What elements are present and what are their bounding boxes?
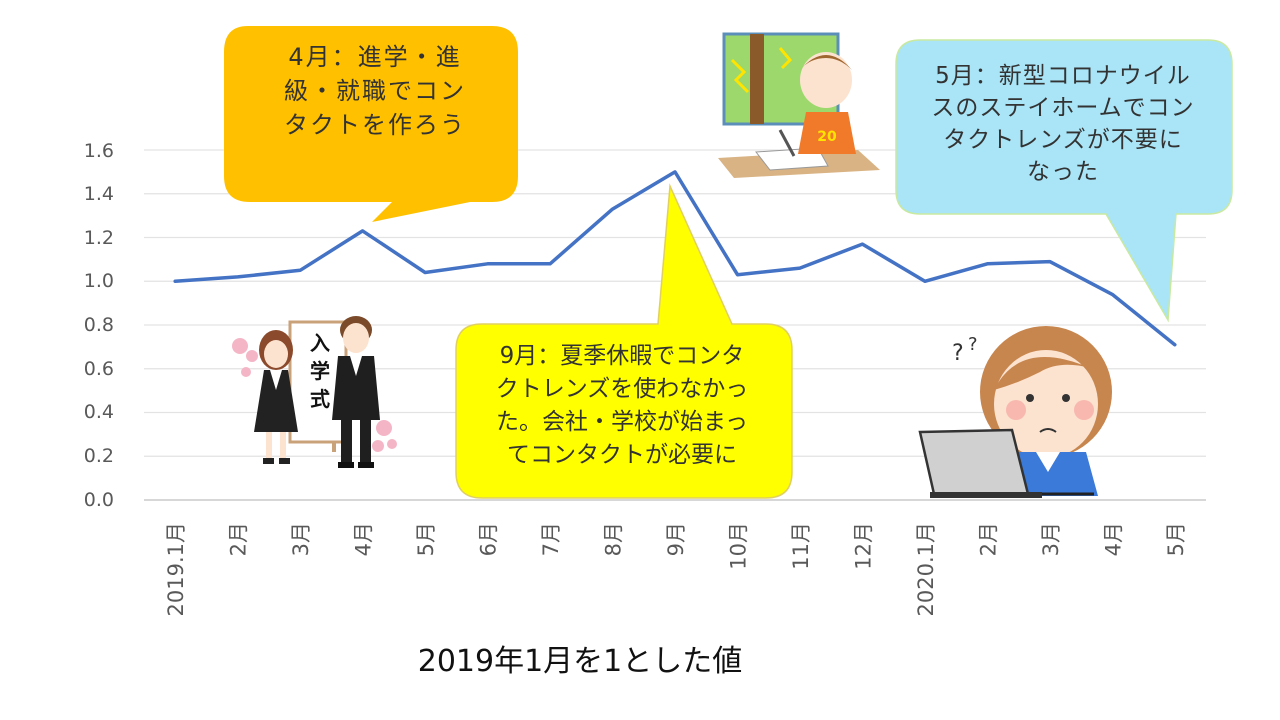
confused-mark: ? <box>952 341 964 366</box>
girl-suit <box>254 370 298 432</box>
x-tick-label: 10月 <box>726 522 750 570</box>
callout-sep-text: 9月：夏季休暇でコンタ クトレンズを使わなかっ た。会社・学校が始まっ てコンタ… <box>495 343 749 468</box>
studying-boy-illustration: 20 <box>718 32 880 178</box>
entrance-ceremony-illustration: 入 学 式 <box>232 316 397 468</box>
boy-face <box>343 323 369 353</box>
x-tick-label: 8月 <box>602 522 626 556</box>
x-tick-label: 6月 <box>477 522 501 556</box>
boy-face <box>800 52 852 108</box>
boy-suit <box>332 356 380 420</box>
x-tick-label: 3月 <box>289 522 313 556</box>
callout-apr-bubble <box>224 26 518 222</box>
callout-apr-text: 4月：進学・進 級・就職でコン タクトを作ろう <box>284 43 466 139</box>
callout-may-text: 5月：新型コロナウイル スのステイホームでコン タクトレンズが不要に なった <box>931 63 1195 185</box>
y-tick-label: 1.4 <box>84 183 114 205</box>
x-tick-label: 12月 <box>851 522 875 570</box>
tshirt-number: 20 <box>817 129 837 145</box>
x-tick-label: 5月 <box>414 522 438 556</box>
y-axis-ticks: 1.6 1.4 1.2 1.0 0.8 0.6 0.4 0.2 0.0 <box>84 140 114 511</box>
svg-text:?: ? <box>968 334 978 355</box>
callout-may-bubble <box>895 39 1233 323</box>
laptop-icon <box>918 428 1030 496</box>
svg-text:式: 式 <box>310 387 330 411</box>
x-tick-label: 3月 <box>1039 522 1063 556</box>
x-tick-label: 2020.1月 <box>914 522 938 616</box>
series-line <box>173 170 1177 347</box>
x-axis-title: 2019年1月を1とした値 <box>417 644 743 679</box>
callout-apr <box>224 26 518 222</box>
y-tick-label: 0.8 <box>84 314 114 336</box>
callout-sep-bubble <box>455 183 793 499</box>
y-tick-label: 0.2 <box>84 445 114 467</box>
x-tick-label: 11月 <box>789 522 813 570</box>
x-tick-label: 9月 <box>664 522 688 556</box>
x-tick-label: 4月 <box>352 522 376 556</box>
callout-sep <box>455 183 793 499</box>
y-tick-label: 1.2 <box>84 227 114 249</box>
x-axis-ticks: 2019.1月 2月 3月 4月 5月 6月 7月 8月 9月 10月 11月 12月 2020.1月 2… <box>164 522 1188 616</box>
girl-face <box>264 340 288 368</box>
x-tick-label: 2月 <box>976 522 1000 556</box>
woman-laptop-illustration: ? ? <box>918 326 1112 498</box>
y-tick-label: 0.0 <box>84 489 114 511</box>
callout-may <box>895 39 1233 323</box>
svg-text:学: 学 <box>310 359 330 383</box>
y-tick-label: 0.6 <box>84 358 114 380</box>
x-tick-label: 5月 <box>1164 522 1188 556</box>
tshirt <box>798 112 856 154</box>
x-tick-label: 7月 <box>539 522 563 556</box>
ceremony-sign-text: 入 <box>310 331 330 355</box>
y-tick-label: 1.0 <box>84 270 114 292</box>
y-tick-label: 0.4 <box>84 401 114 423</box>
x-tick-label: 2019.1月 <box>164 522 188 616</box>
x-tick-label: 4月 <box>1101 522 1125 556</box>
x-tick-label: 2月 <box>227 522 251 556</box>
y-tick-label: 1.6 <box>84 140 114 162</box>
